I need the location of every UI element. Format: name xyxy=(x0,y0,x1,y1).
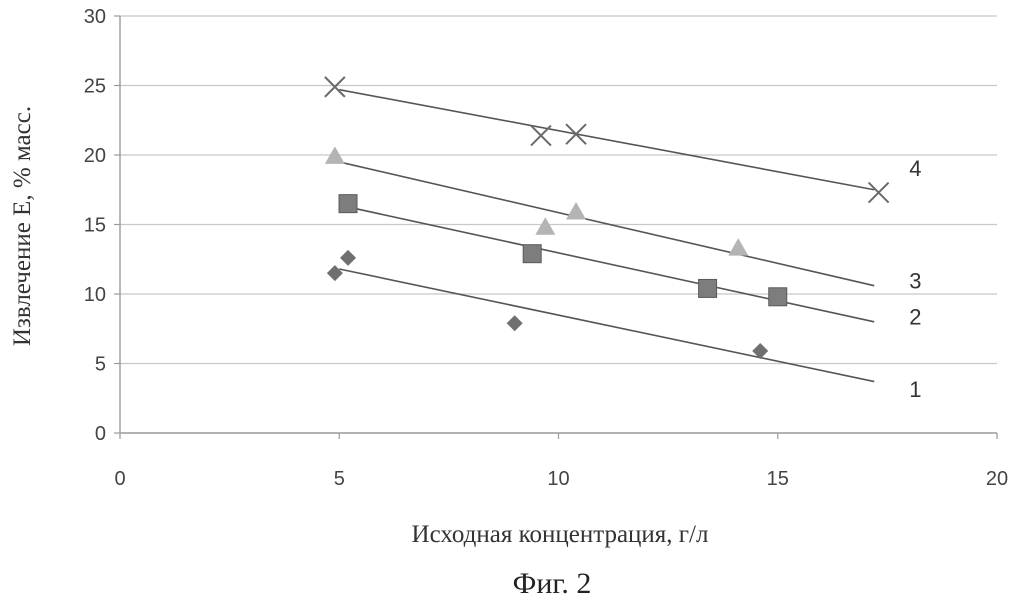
point-series-4 xyxy=(867,181,890,204)
x-tick-label: 20 xyxy=(986,468,1008,490)
curve-label-1: 1 xyxy=(909,377,921,402)
trendlines xyxy=(339,88,875,383)
point-series-4 xyxy=(530,124,552,147)
trendline-series-2 xyxy=(339,204,875,323)
point-series-3 xyxy=(324,146,345,164)
point-series-3 xyxy=(728,238,749,256)
curve-label-3: 3 xyxy=(909,268,921,293)
curve-label-2: 2 xyxy=(909,305,921,330)
gridlines xyxy=(120,15,997,365)
x-tick-label: 5 xyxy=(334,468,345,490)
x-tick-label: 0 xyxy=(114,468,125,490)
y-tick-label: 5 xyxy=(95,354,106,376)
tick-labels: 0 5 10 15 20 25 30 0 5 10 15 20 xyxy=(84,6,1008,490)
point-series-1 xyxy=(326,265,343,282)
y-axis-title: Извлечение Е, % масс. xyxy=(9,106,36,346)
x-tick-label: 15 xyxy=(767,468,789,490)
axes xyxy=(114,15,998,439)
point-series-4 xyxy=(565,123,587,145)
y-tick-label: 10 xyxy=(84,284,106,306)
curve-labels: 1 2 3 4 xyxy=(909,156,921,402)
trendline-series-1 xyxy=(339,268,875,383)
trendline-series-3 xyxy=(339,161,875,287)
y-tick-label: 25 xyxy=(84,76,106,98)
y-tick-label: 0 xyxy=(95,423,106,445)
figure-caption: Фиг. 2 xyxy=(513,567,592,600)
point-series-3 xyxy=(535,217,556,235)
y-tick-label: 15 xyxy=(84,215,106,237)
point-series-2 xyxy=(522,244,542,264)
point-series-4 xyxy=(324,76,346,98)
point-series-3 xyxy=(566,201,587,220)
data-points xyxy=(324,76,890,359)
x-tick-label: 10 xyxy=(547,468,569,490)
y-tick-label: 30 xyxy=(84,6,106,28)
x-axis-title: Исходная концентрация, г/л xyxy=(412,521,709,548)
y-tick-label: 20 xyxy=(84,145,106,167)
point-series-1 xyxy=(506,315,523,332)
point-series-1 xyxy=(752,342,769,359)
curve-label-4: 4 xyxy=(909,156,921,181)
point-series-1 xyxy=(340,249,357,266)
point-series-2 xyxy=(768,287,788,307)
point-series-2 xyxy=(338,194,358,214)
point-series-2 xyxy=(698,278,718,298)
trendline-series-4 xyxy=(339,88,875,191)
